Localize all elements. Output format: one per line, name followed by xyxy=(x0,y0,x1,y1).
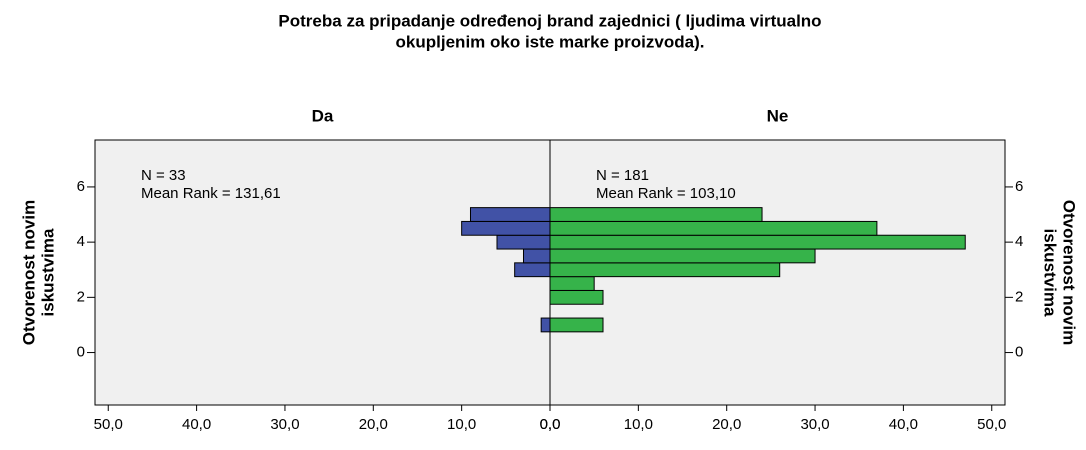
bar xyxy=(549,317,604,333)
bar xyxy=(469,207,551,222)
annotation: N = 181 xyxy=(596,167,649,184)
y-tick-label: 0 xyxy=(1015,344,1023,361)
y-tick-label: 6 xyxy=(77,178,85,195)
bar xyxy=(461,220,551,236)
bar xyxy=(540,317,551,333)
bar xyxy=(549,276,595,291)
y-axis-label: iskustvima xyxy=(1041,229,1060,317)
y-axis-label: iskustvima xyxy=(38,228,57,316)
bar xyxy=(549,234,966,250)
y-tick-label: 6 xyxy=(1015,178,1023,195)
y-axis-label: Otvorenost novim xyxy=(1060,200,1079,345)
x-tick-label: 50,0 xyxy=(94,416,123,433)
y-tick-label: 2 xyxy=(1015,288,1023,305)
annotation: Mean Rank = 103,10 xyxy=(596,185,736,202)
y-tick-label: 2 xyxy=(77,288,85,305)
x-tick-label: 50,0 xyxy=(977,416,1006,433)
x-tick-label: 40,0 xyxy=(889,416,918,433)
y-axis-label: Otvorenost novim xyxy=(19,200,38,345)
x-tick-label: 20,0 xyxy=(359,416,388,433)
x-tick-label: 10,0 xyxy=(447,416,476,433)
bar xyxy=(496,234,551,250)
panel-title: Ne xyxy=(767,106,789,125)
panel-title: Da xyxy=(312,106,334,125)
y-tick-label: 0 xyxy=(77,344,85,361)
bar xyxy=(549,262,781,278)
y-tick-label: 4 xyxy=(77,233,85,250)
bar xyxy=(549,248,816,264)
chart-title: Potreba za pripadanje određenoj brand za… xyxy=(278,11,821,30)
x-tick-label: 0,0 xyxy=(540,416,561,433)
chart-title: okupljenim oko iste marke proizvoda). xyxy=(396,32,705,51)
bar xyxy=(514,262,551,278)
bar xyxy=(549,289,604,305)
x-tick-label: 30,0 xyxy=(270,416,299,433)
x-tick-label: 40,0 xyxy=(182,416,211,433)
bar xyxy=(549,207,763,222)
x-tick-label: 0,0 xyxy=(540,416,561,433)
bar xyxy=(522,248,551,264)
annotation: Mean Rank = 131,61 xyxy=(141,185,281,202)
y-tick-label: 4 xyxy=(1015,233,1023,250)
annotation: N = 33 xyxy=(141,167,186,184)
x-tick-label: 10,0 xyxy=(624,416,653,433)
x-tick-label: 30,0 xyxy=(800,416,829,433)
bar xyxy=(549,220,878,236)
x-tick-label: 20,0 xyxy=(712,416,741,433)
